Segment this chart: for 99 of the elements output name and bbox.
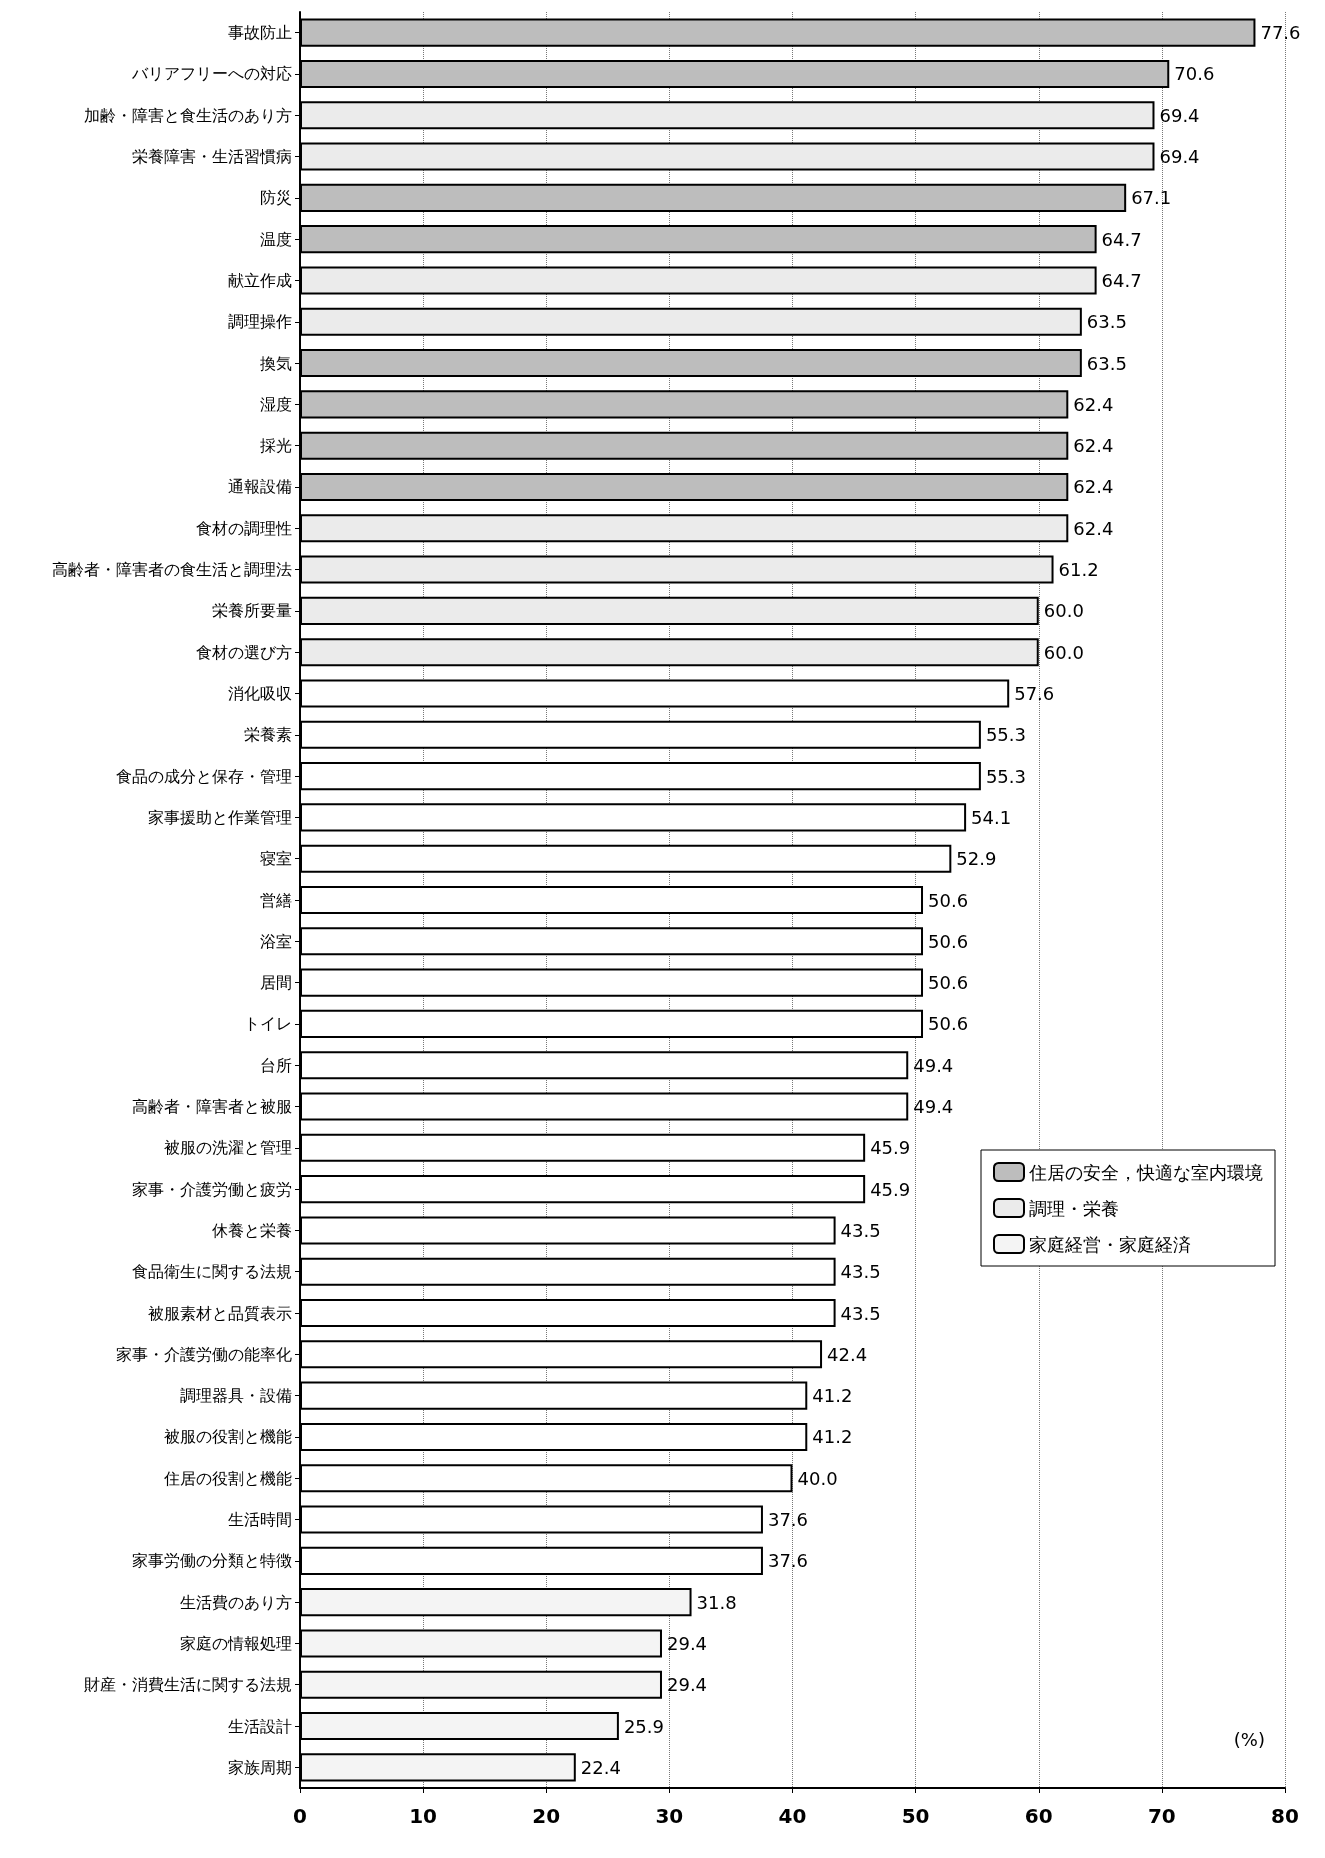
- legend-label: 住居の安全，快適な室内環境: [1028, 1161, 1263, 1183]
- y-tick-label: トイレ: [244, 1014, 292, 1034]
- data-label: 42.4: [827, 1343, 868, 1365]
- data-label: 29.4: [666, 1674, 708, 1696]
- y-tick-label: 浴室: [260, 931, 292, 951]
- y-tick-label: 居間: [260, 973, 292, 993]
- data-label: 43.5: [840, 1219, 881, 1241]
- y-tick-label: 調理操作: [228, 312, 292, 332]
- y-tick-label: 家事・介護労働と疲労: [132, 1179, 292, 1199]
- data-label: 62.4: [1073, 435, 1114, 457]
- data-label: 67.1: [1131, 187, 1172, 209]
- data-label: 40.0: [797, 1467, 838, 1489]
- data-label: 43.5: [840, 1302, 881, 1324]
- data-label: 45.9: [870, 1137, 911, 1159]
- data-label: 25.9: [623, 1715, 664, 1737]
- y-tick-label: 献立作成: [228, 270, 292, 290]
- data-label: 62.4: [1073, 517, 1114, 539]
- y-tick-label: 温度: [260, 229, 292, 249]
- data-label: 49.4: [913, 1096, 954, 1118]
- y-tick-label: 栄養素: [244, 725, 292, 745]
- y-tick-label: 住居の役割と機能: [163, 1468, 292, 1488]
- data-label: 62.4: [1073, 393, 1114, 415]
- y-tick-label: 被服素材と品質表示: [148, 1303, 292, 1323]
- data-label: 37.6: [767, 1509, 809, 1531]
- data-label: 45.9: [870, 1178, 911, 1200]
- y-tick-label: 生活時間: [228, 1510, 292, 1530]
- legend-label: 家庭経営・家庭経済: [1029, 1233, 1191, 1255]
- data-label: 37.6: [767, 1550, 809, 1572]
- y-tick-label: 栄養所要量: [212, 601, 292, 621]
- y-tick-label: 家事労働の分類と特徴: [132, 1551, 292, 1571]
- data-label: 31.8: [696, 1591, 737, 1613]
- y-tick-label: 営繕: [260, 890, 292, 910]
- y-tick-label: 事故防止: [228, 23, 292, 43]
- y-tick-label: 食材の調理性: [196, 518, 292, 538]
- data-label: 64.7: [1101, 228, 1142, 250]
- y-tick-label: 台所: [260, 1055, 292, 1075]
- y-tick-label: 休養と栄養: [212, 1220, 292, 1240]
- y-tick-label: 湿度: [260, 394, 292, 414]
- y-tick-label: 高齢者・障害者と被服: [132, 1097, 292, 1117]
- data-label: 64.7: [1101, 269, 1142, 291]
- data-label: 50.6: [928, 889, 969, 911]
- data-label: 41.2: [812, 1426, 853, 1448]
- y-tick-label: 食材の選び方: [196, 642, 292, 662]
- y-tick-label: 防災: [260, 188, 292, 208]
- legend-label: 調理・栄養: [1029, 1197, 1119, 1219]
- x-tick-label: 0: [293, 1804, 307, 1828]
- y-tick-label: 家事援助と作業管理: [148, 807, 292, 827]
- data-label: 69.4: [1159, 104, 1200, 126]
- y-tick-label: 通報設備: [228, 477, 292, 497]
- y-tick-label: 被服の洗濯と管理: [164, 1138, 292, 1158]
- y-tick-label: 高齢者・障害者の食生活と調理法: [52, 560, 292, 580]
- y-tick-label: 栄養障害・生活習慣病: [132, 147, 292, 167]
- x-tick-label: 10: [409, 1804, 438, 1828]
- data-label: 52.9: [956, 848, 997, 870]
- data-label: 43.5: [840, 1261, 881, 1283]
- y-tick-label: 被服の役割と機能: [164, 1427, 292, 1447]
- data-label: 54.1: [971, 806, 1012, 828]
- x-tick-label: 30: [655, 1804, 684, 1828]
- data-label: 55.3: [985, 765, 1026, 787]
- y-tick-label: 消化吸収: [228, 683, 292, 703]
- data-label: 50.6: [928, 1013, 969, 1035]
- x-tick-label: 20: [532, 1804, 561, 1828]
- y-tick-label: 家族周期: [228, 1757, 292, 1777]
- data-label: 61.2: [1058, 559, 1099, 581]
- data-label: 62.4: [1073, 476, 1114, 498]
- y-tick-label: 生活設計: [228, 1716, 292, 1736]
- y-tick-label: 家事・介護労働の能率化: [116, 1344, 292, 1364]
- data-label: 63.5: [1086, 311, 1127, 333]
- data-label: 70.6: [1174, 63, 1215, 85]
- data-label: 55.3: [985, 724, 1026, 746]
- x-tick-label: 80: [1271, 1804, 1299, 1828]
- data-label: 22.4: [580, 1756, 621, 1778]
- data-label: 57.6: [1014, 682, 1055, 704]
- x-tick-label: 60: [1024, 1804, 1053, 1828]
- y-tick-label: 寝室: [260, 849, 292, 869]
- y-tick-label: 加齢・障害と食生活のあり方: [84, 105, 292, 125]
- annotation: (%): [1233, 1728, 1266, 1750]
- x-tick-label: 70: [1147, 1804, 1176, 1828]
- y-tick-label: 財産・消費生活に関する法規: [84, 1675, 292, 1695]
- y-tick-label: 調理器具・設備: [180, 1386, 292, 1406]
- x-tick-label: 40: [778, 1804, 807, 1828]
- data-label: 77.6: [1260, 22, 1301, 44]
- y-tick-label: 食品の成分と保存・管理: [116, 766, 292, 786]
- data-label: 49.4: [913, 1054, 954, 1076]
- y-tick-label: 食品衛生に関する法規: [132, 1262, 292, 1282]
- data-label: 29.4: [666, 1632, 708, 1654]
- data-label: 60.0: [1043, 641, 1084, 663]
- data-label: 50.6: [928, 972, 969, 994]
- y-tick-label: 生活費のあり方: [180, 1592, 292, 1612]
- data-label: 41.2: [812, 1385, 853, 1407]
- data-label: 50.6: [928, 930, 969, 952]
- y-tick-label: バリアフリーへの対応: [131, 64, 292, 84]
- data-label: 69.4: [1159, 146, 1200, 168]
- y-tick-label: 換気: [260, 353, 292, 373]
- x-tick-label: 50: [901, 1804, 930, 1828]
- data-label: 60.0: [1043, 600, 1084, 622]
- y-tick-label: 採光: [260, 436, 292, 456]
- data-label: 63.5: [1086, 352, 1127, 374]
- y-tick-label: 家庭の情報処理: [180, 1633, 292, 1653]
